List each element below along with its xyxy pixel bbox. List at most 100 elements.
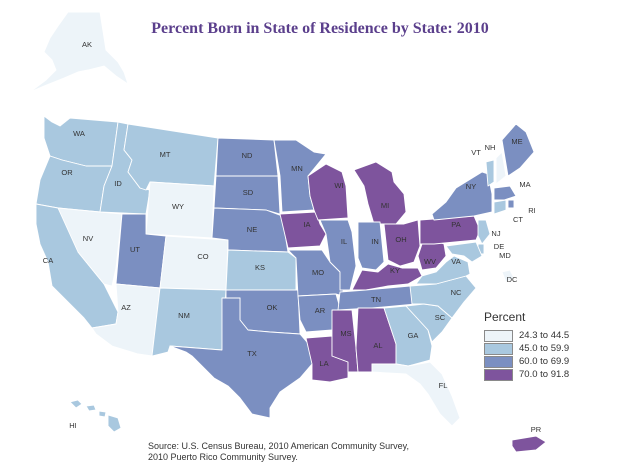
state-label-tx: TX	[247, 349, 257, 358]
map-title: Percent Born in State of Residence by St…	[151, 20, 489, 37]
legend-item: 24.3 to 44.5	[484, 329, 569, 342]
state-ky	[351, 263, 423, 291]
state-label-me: ME	[511, 137, 522, 146]
state-md	[445, 241, 483, 263]
state-co	[159, 235, 229, 291]
legend-label: 70.0 to 91.8	[519, 369, 570, 380]
source-line-1: Source: U.S. Census Bureau, 2010 America…	[148, 441, 409, 451]
state-label-az: AZ	[121, 303, 131, 312]
state-label-vt: VT	[471, 148, 481, 157]
state-label-oh: OH	[395, 235, 406, 244]
state-ri	[507, 199, 515, 209]
state-label-nc: NC	[451, 288, 462, 297]
state-label-or: OR	[61, 168, 73, 177]
state-label-tn: TN	[371, 295, 381, 304]
state-label-ga: GA	[408, 331, 419, 340]
state-nh	[495, 151, 507, 185]
state-label-mn: MN	[291, 164, 303, 173]
state-label-hi: HI	[69, 421, 77, 430]
state-label-ok: OK	[267, 303, 278, 312]
state-pa	[419, 215, 481, 245]
state-label-id: ID	[114, 179, 122, 188]
state-ct	[493, 199, 507, 215]
state-label-la: LA	[319, 359, 328, 368]
state-label-ar: AR	[315, 306, 326, 315]
state-label-wy: WY	[172, 202, 184, 211]
legend-swatch	[484, 355, 513, 368]
source-line-2: 2010 Puerto Rico Community Survey.	[148, 452, 298, 462]
legend-item: 45.0 to 59.9	[484, 342, 569, 355]
state-label-ia: IA	[303, 220, 310, 229]
legend-swatch	[484, 368, 513, 381]
state-label-md: MD	[499, 251, 511, 260]
state-label-ri: RI	[528, 206, 536, 215]
state-ak	[29, 11, 129, 93]
state-ma	[493, 185, 517, 201]
state-label-nh: NH	[485, 143, 496, 152]
state-label-nd: ND	[242, 151, 253, 160]
state-label-wa: WA	[73, 129, 85, 138]
state-label-ny: NY	[466, 182, 476, 191]
legend-swatch	[484, 329, 513, 342]
state-in	[357, 221, 385, 271]
state-sd	[213, 175, 281, 215]
state-label-mt: MT	[160, 150, 171, 159]
state-ny	[431, 171, 493, 221]
state-label-ut: UT	[130, 245, 140, 254]
state-label-va: VA	[451, 257, 460, 266]
state-mi	[353, 161, 407, 225]
state-label-ct: CT	[513, 215, 523, 224]
state-label-pr: PR	[531, 425, 542, 434]
legend-label: 45.0 to 59.9	[519, 343, 570, 354]
state-mt	[123, 123, 219, 191]
state-label-fl: FL	[439, 381, 448, 390]
state-label-ca: CA	[43, 256, 53, 265]
state-vt	[485, 159, 495, 187]
state-pr	[511, 435, 547, 453]
legend-label: 24.3 to 44.5	[519, 330, 570, 341]
state-ms	[331, 309, 359, 373]
state-label-co: CO	[197, 252, 208, 261]
state-va	[415, 255, 471, 285]
state-label-in: IN	[371, 237, 379, 246]
state-wi	[307, 163, 349, 221]
state-label-mi: MI	[381, 201, 389, 210]
state-dc	[501, 269, 515, 283]
state-oh	[383, 219, 421, 267]
state-nm	[151, 287, 227, 357]
legend-label: 60.0 to 69.9	[519, 356, 570, 367]
legend-title: Percent	[484, 310, 526, 324]
state-hi	[69, 399, 122, 433]
state-label-dc: DC	[507, 275, 518, 284]
state-label-ne: NE	[247, 225, 257, 234]
state-label-ks: KS	[255, 263, 265, 272]
state-label-al: AL	[373, 341, 382, 350]
state-nj	[477, 219, 491, 245]
source-note: Source: U.S. Census Bureau, 2010 America…	[148, 441, 409, 463]
state-label-sc: SC	[435, 313, 446, 322]
state-label-de: DE	[494, 242, 504, 251]
state-label-wi: WI	[334, 181, 343, 190]
legend-item: 60.0 to 69.9	[484, 355, 569, 368]
state-label-nj: NJ	[491, 229, 500, 238]
state-label-ky: KY	[390, 266, 400, 275]
legend-item: 70.0 to 91.8	[484, 368, 569, 381]
state-me	[501, 123, 535, 177]
state-label-wv: WV	[424, 257, 436, 266]
state-label-sd: SD	[243, 188, 254, 197]
state-label-mo: MO	[312, 268, 324, 277]
state-fl	[371, 361, 461, 427]
state-label-ma: MA	[519, 180, 530, 189]
state-label-il: IL	[341, 237, 347, 246]
state-label-pa: PA	[451, 220, 460, 229]
state-label-nv: NV	[83, 234, 93, 243]
state-label-ak: AK	[82, 40, 92, 49]
legend: Percent 24.3 to 44.5 45.0 to 59.9 60.0 t…	[484, 310, 569, 381]
state-tx	[169, 297, 313, 419]
state-ks	[225, 249, 297, 291]
state-il	[319, 219, 357, 291]
state-label-nm: NM	[178, 311, 190, 320]
legend-swatch	[484, 342, 513, 355]
state-label-ms: MS	[340, 329, 351, 338]
